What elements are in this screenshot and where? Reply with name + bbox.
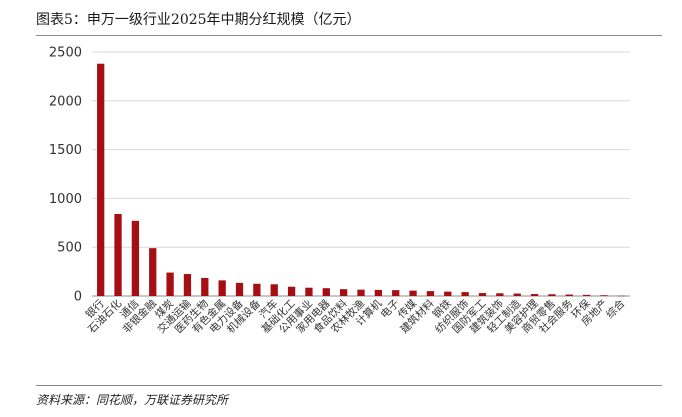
bar: [287, 286, 296, 296]
bar: [374, 289, 382, 296]
bar: [114, 214, 122, 296]
title-divider: [36, 35, 662, 36]
bar: [426, 291, 435, 296]
bar: [97, 63, 105, 296]
bar: [565, 294, 573, 296]
bar: [253, 283, 261, 296]
bar: [201, 277, 209, 296]
bar: [166, 272, 174, 296]
bar: [322, 288, 330, 296]
bar: [305, 287, 313, 296]
bar: [461, 292, 469, 296]
bar: [235, 282, 244, 296]
bars: [97, 63, 625, 297]
gridlines: [92, 51, 630, 297]
bar: [617, 295, 625, 297]
y-tick-label: 500: [57, 241, 82, 256]
bar: [444, 291, 452, 296]
y-axis-ticks: 0 500 1000 1500 2000 2500: [49, 46, 82, 305]
bar: [409, 290, 417, 296]
bar: [478, 293, 487, 296]
bar: [218, 280, 226, 296]
bar: [548, 294, 556, 296]
x-axis-ticks: 银行石油石化通信非银金融煤炭交通运输医药生物有色金属电力设备机械设备汽车基础化工…: [83, 297, 628, 336]
y-tick-label: 2500: [49, 46, 82, 61]
bar: [530, 294, 539, 296]
bar: [183, 274, 192, 296]
bar: [131, 220, 140, 296]
chart-title: 图表5：申万一级行业2025年中期分红规模（亿元）: [36, 12, 361, 28]
bar: [513, 293, 521, 296]
y-tick-label: 1500: [49, 143, 82, 158]
bar: [600, 295, 608, 296]
bar: [496, 293, 504, 296]
bar: [149, 248, 157, 296]
y-tick-label: 1000: [49, 192, 82, 207]
bar: [582, 294, 591, 296]
bar: [357, 289, 365, 296]
source-note: 资料来源：同花顺，万联证券研究所: [36, 393, 229, 407]
bar: [270, 284, 278, 296]
bar: [340, 289, 348, 296]
bar: [392, 290, 400, 296]
source-divider: [36, 385, 662, 386]
y-tick-label: 0: [74, 290, 82, 305]
x-tick-label: 综合: [603, 297, 627, 321]
y-tick-label: 2000: [49, 94, 82, 109]
